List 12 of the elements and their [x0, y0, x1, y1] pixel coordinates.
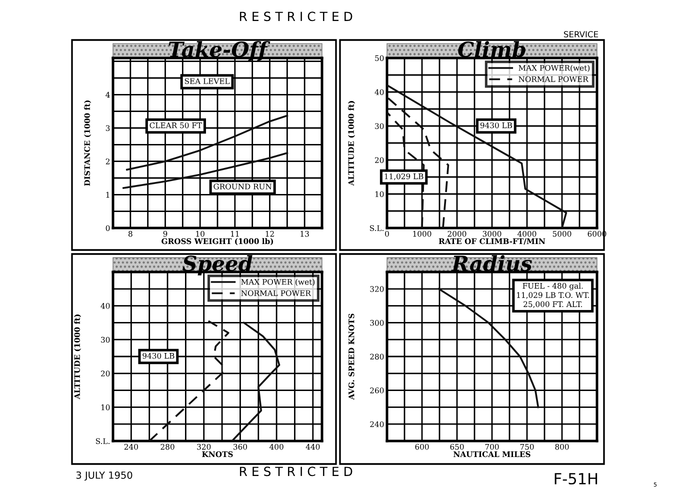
chart-title: Radius	[451, 255, 532, 272]
line-series	[122, 152, 288, 189]
text: R E S T R I C T E D	[240, 466, 352, 476]
line-series	[231, 322, 280, 441]
text: R E S T R I C T E D	[240, 12, 352, 22]
text: F-51H	[554, 473, 598, 484]
text: 3 JULY 1950	[76, 471, 132, 481]
text: SERVICE	[564, 31, 598, 38]
chart-title: Climb	[458, 41, 526, 58]
chart-title: Take-Off	[168, 41, 270, 61]
line-series	[126, 114, 288, 171]
chart-title: Speed	[182, 255, 252, 276]
